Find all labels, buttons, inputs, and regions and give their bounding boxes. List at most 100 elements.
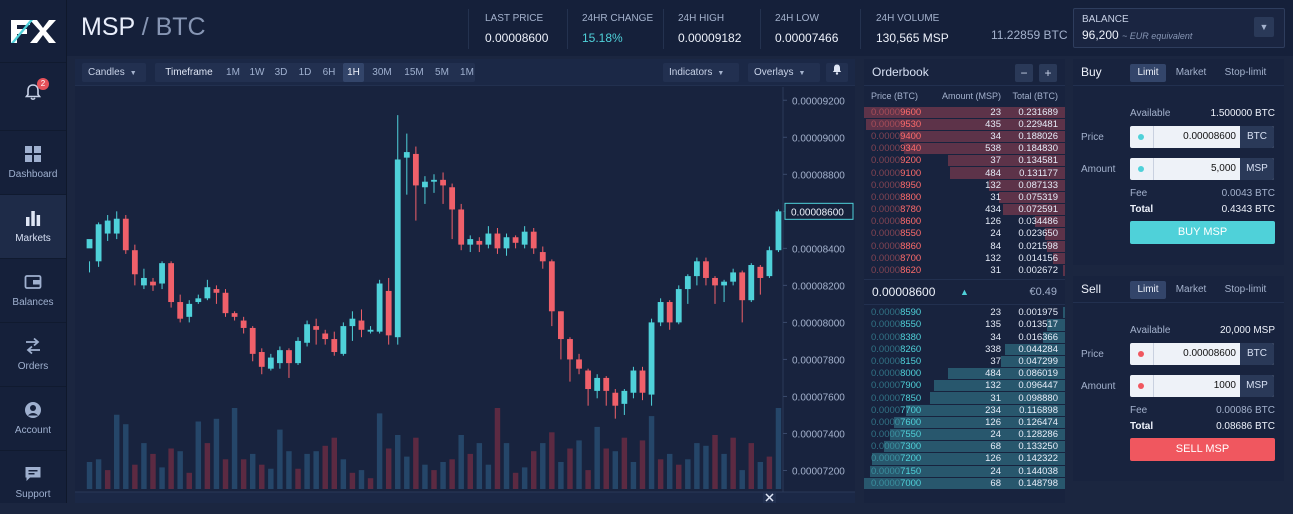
sell-amount-input[interactable]: 1000 MSP: [1130, 375, 1274, 397]
sidebar-item-dashboard[interactable]: Dashboard: [0, 130, 66, 194]
timeframe-5m[interactable]: 5M: [435, 67, 449, 78]
order-price: 0.00007000: [871, 478, 937, 489]
sidebar-item-markets[interactable]: Markets: [0, 194, 66, 258]
notifications-button[interactable]: 2: [0, 62, 66, 130]
y-tick-label: 0.00007800: [792, 355, 845, 366]
orderbook-decrease-button[interactable]: −: [1015, 64, 1033, 82]
timeframe-30m[interactable]: 30M: [372, 67, 392, 78]
candle-body: [213, 289, 220, 293]
ask-row[interactable]: 0.00009600 23 0.231689: [864, 106, 1065, 118]
sell-tab-limit[interactable]: Limit: [1130, 281, 1166, 299]
volume-bar: [621, 437, 628, 489]
divider: [1153, 375, 1154, 397]
bid-row[interactable]: 0.00008150 37 0.047299: [864, 355, 1065, 368]
bid-row[interactable]: 0.00007850 31 0.098880: [864, 392, 1065, 404]
order-price: 0.00008800: [871, 192, 937, 203]
sell-tab-market[interactable]: Market: [1175, 284, 1207, 295]
sell-price-input[interactable]: 0.00008600 BTC: [1130, 343, 1274, 365]
orderbook-increase-button[interactable]: +: [1039, 64, 1057, 82]
candle-body: [485, 233, 492, 245]
sell-tab-stop-limit[interactable]: Stop-limit: [1224, 284, 1267, 295]
sidebar-item-account[interactable]: Account: [0, 386, 66, 450]
ask-row[interactable]: 0.00008780 434 0.072591: [864, 204, 1065, 216]
ask-row[interactable]: 0.00008700 132 0.014156: [864, 252, 1065, 264]
bid-row[interactable]: 0.00007900 132 0.096447: [864, 380, 1065, 392]
buy-tab-market[interactable]: Market: [1175, 67, 1207, 78]
depth-bar: [988, 179, 1065, 191]
bid-row[interactable]: 0.00008550 135 0.013517: [864, 319, 1065, 331]
alert-button[interactable]: [826, 63, 848, 82]
y-tick-label: 0.00007600: [792, 392, 845, 403]
candle-body: [376, 283, 383, 332]
candle-body: [748, 265, 755, 301]
pair-title[interactable]: MSP / BTC: [81, 13, 206, 42]
ask-row[interactable]: 0.00008860 84 0.021598: [864, 240, 1065, 252]
ask-row[interactable]: 0.00008550 24 0.023650: [864, 228, 1065, 240]
overlays-dropdown[interactable]: Overlays ▼: [748, 63, 820, 82]
timeframe-1m-alt[interactable]: 1M: [460, 67, 474, 78]
chart-type-dropdown[interactable]: Candles ▼: [82, 63, 146, 82]
logo[interactable]: [0, 0, 66, 62]
sidebar-item-orders[interactable]: Orders: [0, 322, 66, 386]
ask-row[interactable]: 0.00008600 126 0.034486: [864, 216, 1065, 228]
order-price: 0.00007850: [871, 393, 937, 404]
sell-msp-button[interactable]: SELL MSP: [1130, 438, 1275, 461]
volume-bar: [367, 478, 374, 489]
buy-fee-value: 0.0043 BTC: [1221, 188, 1275, 199]
ask-row[interactable]: 0.00009200 37 0.134581: [864, 155, 1065, 167]
ask-row[interactable]: 0.00008950 132 0.087133: [864, 179, 1065, 191]
bid-row[interactable]: 0.00008590 23 0.001975: [864, 307, 1065, 319]
sidebar-item-balances[interactable]: Balances: [0, 258, 66, 322]
last-price-label: 0.00008600: [791, 207, 844, 218]
timeframe-1w[interactable]: 1W: [249, 67, 265, 78]
bid-row[interactable]: 0.00007550 24 0.128286: [864, 429, 1065, 441]
buy-tab-limit[interactable]: Limit: [1130, 64, 1166, 82]
buy-tab-stop-limit[interactable]: Stop-limit: [1224, 67, 1267, 78]
divider: [860, 9, 861, 49]
ask-row[interactable]: 0.00009400 34 0.188026: [864, 130, 1065, 143]
candle-body: [267, 357, 274, 369]
timeframe-3d[interactable]: 3D: [274, 67, 288, 78]
bid-row[interactable]: 0.00007600 126 0.126474: [864, 416, 1065, 428]
candle-body: [657, 302, 664, 323]
ask-row[interactable]: 0.00009530 435 0.229481: [864, 118, 1065, 130]
sell-header: Sell Limit Market Stop-limit: [1073, 276, 1284, 303]
bid-row[interactable]: 0.00007700 234 0.116898: [864, 404, 1065, 416]
balance-box[interactable]: BALANCE 96,200 ~ EUR equivalent: [1073, 8, 1285, 48]
bid-row[interactable]: 0.00007000 68 0.148798: [864, 477, 1065, 489]
timeframe-1m[interactable]: 1M: [226, 67, 240, 78]
candle-body: [358, 320, 365, 330]
timeframe-6h[interactable]: 6H: [322, 67, 336, 78]
ask-row[interactable]: 0.00009340 538 0.184830: [864, 143, 1065, 155]
divider: [468, 9, 469, 49]
candle-body: [131, 250, 138, 275]
buy-msp-button[interactable]: BUY MSP: [1130, 221, 1275, 244]
timeframe-1h[interactable]: 1H: [343, 63, 364, 82]
candle-body: [422, 181, 428, 188]
sidebar-item-support[interactable]: Support: [0, 450, 66, 514]
bid-row[interactable]: 0.00008260 338 0.044284: [864, 343, 1065, 355]
timeframe-15m[interactable]: 15M: [404, 67, 424, 78]
candle-body: [703, 261, 709, 278]
bid-row[interactable]: 0.00007300 68 0.133250: [864, 441, 1065, 453]
ask-row[interactable]: 0.00008620 31 0.002672: [864, 264, 1065, 277]
bid-row[interactable]: 0.00007200 126 0.142322: [864, 453, 1065, 465]
bid-row[interactable]: 0.00008000 484 0.086019: [864, 368, 1065, 380]
sidebar: 2 Dashboard Markets Balances Orders Acco…: [0, 0, 67, 503]
ask-row[interactable]: 0.00008800 31 0.075319: [864, 191, 1065, 203]
candle-body: [240, 320, 247, 328]
ask-row[interactable]: 0.00009100 484 0.131177: [864, 167, 1065, 179]
bid-row[interactable]: 0.00007150 24 0.144038: [864, 465, 1065, 477]
candle-body: [675, 289, 682, 323]
indicators-dropdown[interactable]: Indicators ▼: [663, 63, 739, 82]
buy-fee-label: Fee: [1130, 188, 1148, 199]
order-price-prefix: 0.0000: [871, 130, 901, 142]
timeframe-1d[interactable]: 1D: [298, 67, 312, 78]
balance-dropdown-button[interactable]: ▼: [1254, 17, 1274, 37]
candlestick-chart[interactable]: 0.00009200 0.00009000 0.00008800 0.00008600…: [75, 87, 855, 503]
sidebar-item-label: Orders: [17, 361, 49, 372]
bid-row[interactable]: 0.00008380 34 0.016366: [864, 331, 1065, 343]
buy-price-input[interactable]: 0.00008600 BTC: [1130, 126, 1274, 148]
buy-amount-input[interactable]: 5,000 MSP: [1130, 158, 1274, 180]
volume-bar: [585, 470, 591, 489]
